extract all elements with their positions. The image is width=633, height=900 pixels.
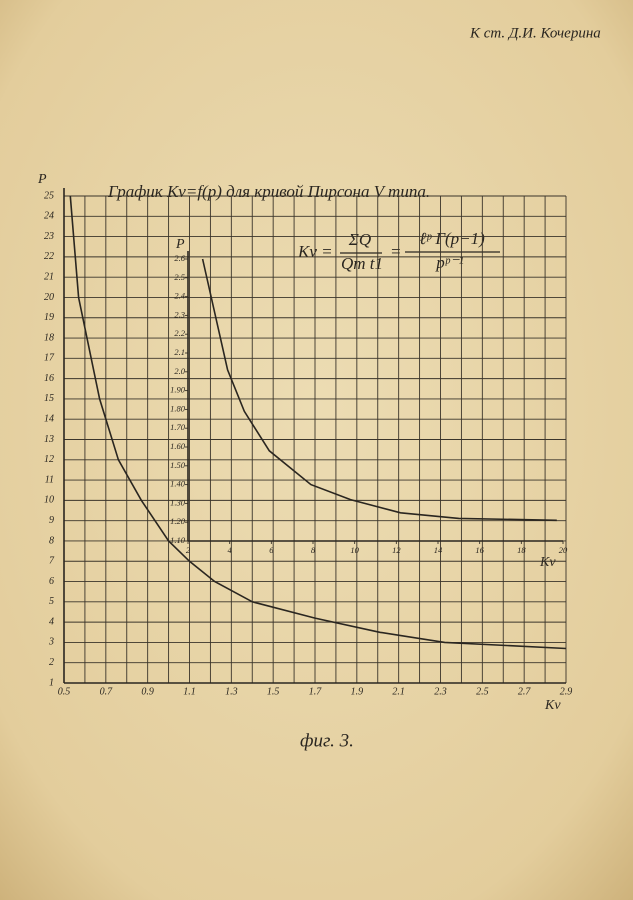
curve xyxy=(69,195,567,650)
y-tick-label: 10 xyxy=(44,495,54,506)
y-tick-label: 16 xyxy=(44,373,54,384)
curve xyxy=(201,258,557,522)
x-tick-label: 2.1 xyxy=(392,686,405,697)
y-tick-label: 1 xyxy=(49,677,54,688)
y-tick-label: 4 xyxy=(49,616,54,627)
x-tick-label: 16 xyxy=(475,545,484,555)
y-tick-label: 5 xyxy=(49,596,54,607)
y-tick-label: 1.40 xyxy=(170,479,186,489)
y-tick-label: 3 xyxy=(48,637,54,648)
x-tick-label: 12 xyxy=(392,545,401,555)
x-tick-label: 2.3 xyxy=(434,686,447,697)
x-tick-label: 20 xyxy=(559,545,568,555)
y-tick-label: 1.30 xyxy=(170,497,186,507)
y-axis-label: P xyxy=(175,237,185,252)
y-axis-label: P xyxy=(37,172,47,187)
y-tick-label: 7 xyxy=(49,556,55,567)
y-tick-label: 13 xyxy=(44,434,54,445)
x-tick-label: 10 xyxy=(350,545,359,555)
y-tick-label: 24 xyxy=(44,211,54,222)
y-tick-label: 2.6 xyxy=(174,253,185,263)
formula-den2: pᵖ⁻¹ xyxy=(435,253,463,272)
y-tick-label: 22 xyxy=(44,251,54,262)
x-tick-label: 0.5 xyxy=(58,686,71,697)
x-tick-label: 1.3 xyxy=(225,686,238,697)
y-tick-label: 12 xyxy=(44,454,54,465)
x-tick-label: 4 xyxy=(228,545,233,555)
y-tick-label: 18 xyxy=(44,332,54,343)
x-tick-label: 8 xyxy=(311,545,316,555)
y-tick-label: 14 xyxy=(44,414,54,425)
x-tick-label: 1.7 xyxy=(309,686,323,697)
y-tick-label: 17 xyxy=(44,353,55,364)
y-tick-label: 1.60 xyxy=(170,441,186,451)
y-tick-label: 20 xyxy=(44,292,54,303)
y-tick-label: 2.2 xyxy=(174,328,185,338)
x-tick-label: 2 xyxy=(186,545,191,555)
x-tick-label: 2.7 xyxy=(518,686,532,697)
y-tick-label: 19 xyxy=(44,312,54,323)
x-tick-label: 18 xyxy=(517,545,526,555)
x-tick-label: 0.9 xyxy=(141,686,154,697)
x-tick-label: 2.9 xyxy=(560,686,573,697)
y-tick-label: 11 xyxy=(45,474,54,485)
y-tick-label: 1.10 xyxy=(170,535,186,545)
y-tick-label: 9 xyxy=(49,515,54,526)
x-tick-label: 2.5 xyxy=(476,686,489,697)
formula: Kv = ΣQ Qm t1 = ℓᵖ Γ(p−1) pᵖ⁻¹ xyxy=(297,229,500,273)
y-tick-label: 21 xyxy=(44,271,54,282)
y-tick-label: 15 xyxy=(44,393,54,404)
y-tick-label: 2.4 xyxy=(174,291,185,301)
x-tick-label: 1.1 xyxy=(183,686,196,697)
y-tick-label: 8 xyxy=(49,535,54,546)
x-tick-label: 0.7 xyxy=(100,686,114,697)
formula-num2: ℓᵖ Γ(p−1) xyxy=(419,229,485,248)
y-tick-label: 2.0 xyxy=(174,366,185,376)
header: К ст. Д.И. Кочерина xyxy=(469,25,601,41)
y-tick-label: 2.5 xyxy=(174,272,185,282)
y-tick-label: 25 xyxy=(44,190,54,201)
x-tick-label: 1.9 xyxy=(351,686,364,697)
y-tick-label: 6 xyxy=(49,576,54,587)
y-tick-label: 23 xyxy=(44,231,54,242)
y-tick-label: 1.90 xyxy=(170,385,186,395)
caption: фиг. 3. xyxy=(300,730,354,751)
y-tick-label: 1.70 xyxy=(170,422,186,432)
y-tick-label: 2.1 xyxy=(174,347,185,357)
x-tick-label: 1.5 xyxy=(267,686,280,697)
formula-eq: = xyxy=(390,242,401,261)
y-tick-label: 1.50 xyxy=(170,460,186,470)
x-tick-label: 14 xyxy=(434,545,443,555)
y-tick-label: 2 xyxy=(49,657,54,668)
x-axis-label: Kv xyxy=(539,555,556,570)
y-tick-label: 1.80 xyxy=(170,403,186,413)
y-tick-label: 2.3 xyxy=(174,309,185,319)
x-axis-label: Kv xyxy=(544,698,561,713)
y-tick-label: 1.20 xyxy=(170,516,186,526)
formula-den1: Qm t1 xyxy=(341,254,383,273)
formula-num1: ΣQ xyxy=(348,230,371,249)
chart-title: График Kv=f(p) для кривой Пирсона V типа… xyxy=(107,182,430,201)
x-tick-label: 6 xyxy=(269,545,274,555)
